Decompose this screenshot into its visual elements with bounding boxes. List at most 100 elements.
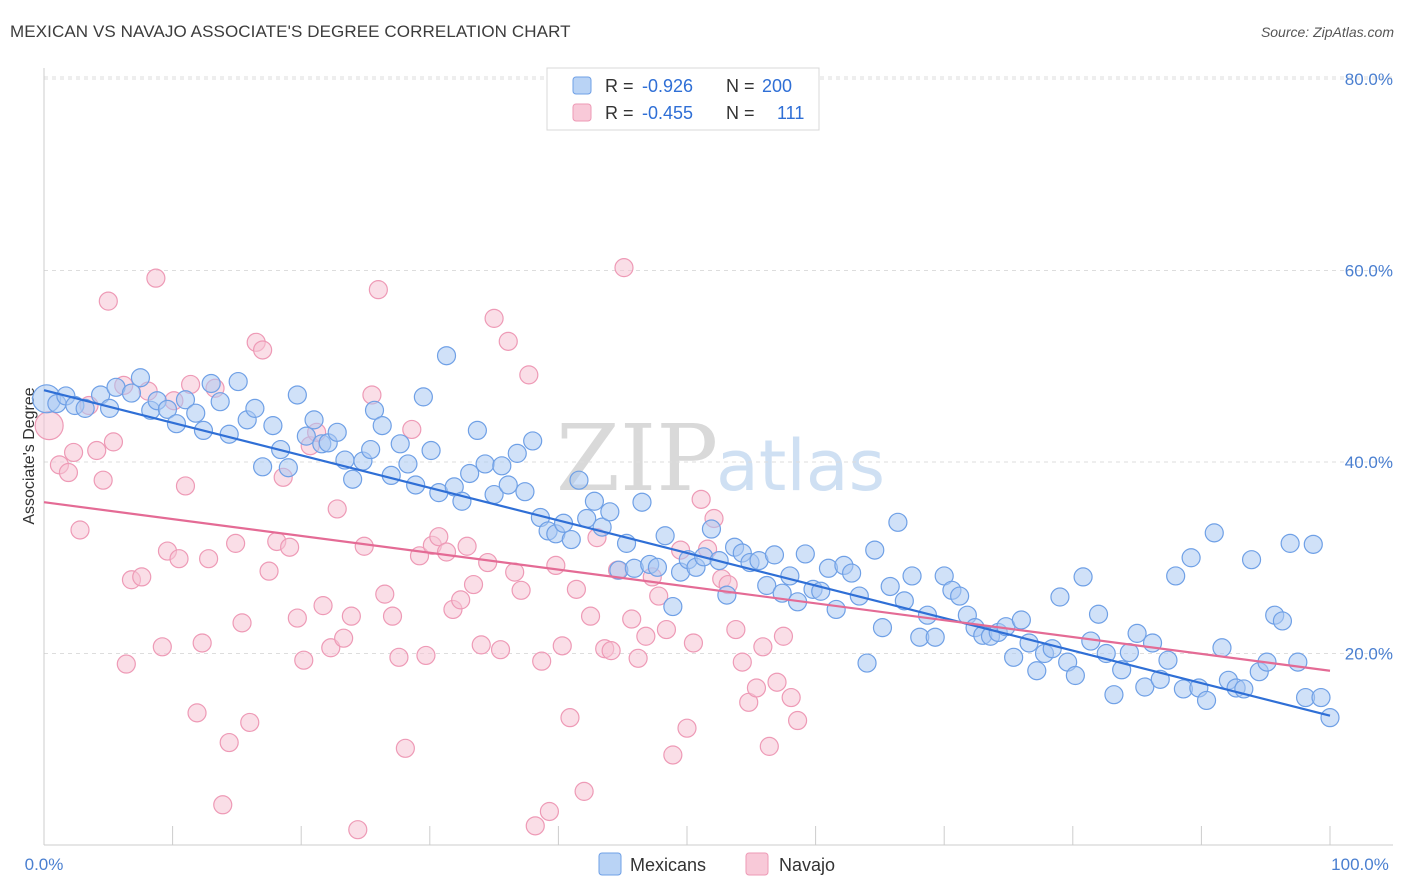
navajo-point [525,816,545,836]
navajo-point [192,633,212,653]
navajo-point [375,584,395,604]
navajo-point [787,710,808,731]
mexicans-point [210,392,230,412]
navajo-point [746,678,767,698]
mexicans-point [663,596,683,617]
mexicans-point [515,482,535,502]
navajo-point [213,795,233,815]
mexicans-point [245,398,265,418]
navajo-point [580,606,601,626]
mexicans-point [1196,690,1217,711]
mexicans-point [857,653,877,673]
navajo-point [614,258,634,278]
mexicans-point [498,475,518,495]
legend-r-label-navajo: R = [605,103,634,123]
mexicans-point [1004,647,1024,667]
legend-swatch-navajo [572,103,592,122]
mexicans-point [795,544,815,564]
navajo-point [334,628,354,648]
navajo-point [354,536,374,556]
y-tick-label-80: 80.0% [1345,70,1393,89]
legend-n-label-navajo: N = [726,103,755,123]
navajo-point [498,331,518,351]
navajo-point [767,672,787,692]
mexicans-point [492,456,512,476]
mexicans-point [780,566,800,586]
navajo-point [490,640,511,660]
legend-n-value-mexicans: 200 [762,76,792,96]
navajo-point [691,489,711,509]
navajo-point [552,636,572,656]
navajo-point [382,606,403,626]
navajo-point [677,718,697,738]
navajo-point [146,268,166,288]
mexicans-point [701,519,722,539]
mexicans-point [880,576,900,597]
navajo-point [116,654,136,674]
mexicans-point [398,454,418,474]
navajo-point [519,365,539,385]
mexicans-point [219,424,239,444]
mexicans-point [130,368,151,388]
mexicans-point [75,398,95,418]
navajo-point [511,580,531,600]
navajo-point [253,340,273,360]
mexicans-point [263,416,283,436]
y-tick-label-60: 60.0% [1345,262,1393,281]
mexicans-point [287,385,307,405]
mexicans-point [1104,685,1124,705]
mexicans-point [1320,708,1340,728]
navajo-point [287,608,307,628]
series-legend-swatch-mexicans [598,852,622,876]
mexicans-point [865,540,885,560]
mexicans-point [186,403,206,423]
mexicans-point [372,416,392,436]
navajo-point [601,641,621,661]
navajo-point [187,703,207,723]
mexicans-point [842,563,862,583]
mexicans-point [327,422,347,442]
mexicans-point [1019,633,1039,653]
navajo-point [34,411,64,441]
navajo-point [327,499,347,519]
chart-title: MEXICAN VS NAVAJO ASSOCIATE'S DEGREE COR… [10,22,571,41]
mexicans-point [523,431,543,451]
navajo-point [663,745,683,765]
legend-r-label-mexicans: R = [605,76,634,96]
mexicans-point [1280,533,1300,553]
navajo-point [341,606,361,626]
mexicans-point [507,443,527,463]
mexicans-point [1112,660,1132,680]
mexicans-point [872,618,893,638]
navajo-point [471,635,491,655]
y-axis-tick-labels: 20.0% 40.0% 60.0% 80.0% [1345,70,1393,664]
navajo-point [219,732,239,753]
mexicans-point [569,470,589,490]
x-tick-label-min: 0.0% [25,855,64,874]
navajo-point [232,613,252,633]
mexicans-point [304,410,324,430]
mexicans-point [364,400,385,420]
mexicans-point [1311,687,1331,708]
mexicans-point [1166,566,1186,586]
mexicans-points [31,346,1340,728]
mexicans-point [1050,587,1070,607]
y-tick-label-40: 40.0% [1345,453,1393,472]
navajo-point [773,626,794,646]
navajo-point [152,637,172,657]
navajo-point [87,440,107,461]
mexicans-point [1065,665,1085,686]
series-legend-label-mexicans: Mexicans [630,855,706,875]
legend-swatch-mexicans [572,76,592,95]
mexicans-point [826,599,846,620]
navajo-point [240,712,260,733]
navajo-point [103,432,124,452]
navajo-points [34,258,808,840]
stats-legend-box [546,67,820,131]
mexicans-point [421,440,441,461]
navajo-point [574,781,594,801]
navajo-point [457,536,477,556]
navajo-point [683,633,704,653]
navajo-point [656,619,677,640]
